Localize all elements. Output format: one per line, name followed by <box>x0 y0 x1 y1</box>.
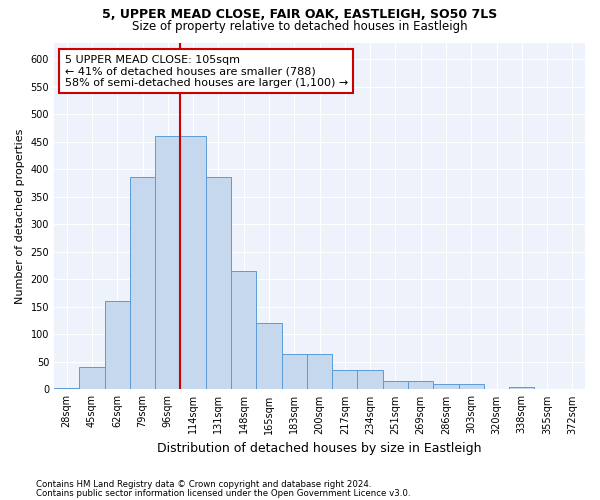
Bar <box>181 136 206 390</box>
Bar <box>484 389 509 390</box>
Bar <box>535 389 560 390</box>
Bar <box>155 136 181 390</box>
Bar <box>256 324 281 390</box>
Bar <box>332 370 358 390</box>
Bar <box>433 384 458 390</box>
Text: 5 UPPER MEAD CLOSE: 105sqm
← 41% of detached houses are smaller (788)
58% of sem: 5 UPPER MEAD CLOSE: 105sqm ← 41% of deta… <box>65 54 348 88</box>
Bar <box>54 388 79 390</box>
Bar <box>358 370 383 390</box>
Bar <box>509 386 535 390</box>
Bar <box>383 381 408 390</box>
Text: 5, UPPER MEAD CLOSE, FAIR OAK, EASTLEIGH, SO50 7LS: 5, UPPER MEAD CLOSE, FAIR OAK, EASTLEIGH… <box>103 8 497 20</box>
Bar <box>231 271 256 390</box>
Bar <box>307 354 332 390</box>
Bar <box>281 354 307 390</box>
Bar <box>130 178 155 390</box>
Bar <box>79 368 104 390</box>
Text: Contains HM Land Registry data © Crown copyright and database right 2024.: Contains HM Land Registry data © Crown c… <box>36 480 371 489</box>
Bar <box>104 302 130 390</box>
Text: Contains public sector information licensed under the Open Government Licence v3: Contains public sector information licen… <box>36 488 410 498</box>
Y-axis label: Number of detached properties: Number of detached properties <box>15 128 25 304</box>
Text: Size of property relative to detached houses in Eastleigh: Size of property relative to detached ho… <box>132 20 468 33</box>
X-axis label: Distribution of detached houses by size in Eastleigh: Distribution of detached houses by size … <box>157 442 482 455</box>
Bar <box>408 381 433 390</box>
Bar <box>560 389 585 390</box>
Bar <box>206 178 231 390</box>
Bar <box>458 384 484 390</box>
